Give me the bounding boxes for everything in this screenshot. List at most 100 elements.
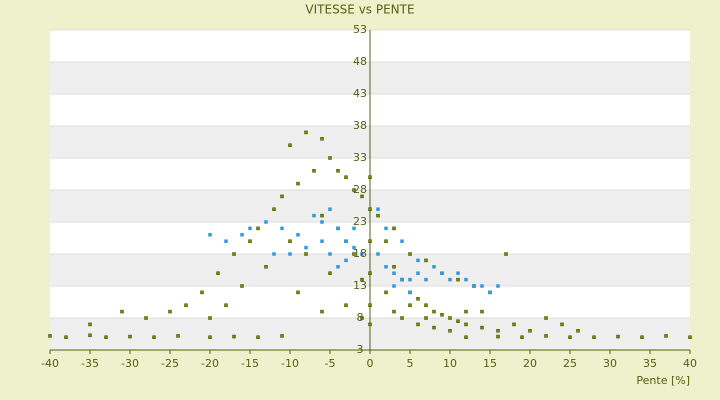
- point: [88, 333, 92, 338]
- point: [392, 309, 396, 314]
- point: [240, 284, 244, 288]
- point: [392, 271, 396, 275]
- point: [200, 290, 204, 295]
- point: [264, 220, 268, 224]
- point: [208, 316, 212, 320]
- point: [176, 334, 180, 338]
- point: [320, 213, 324, 218]
- chart-title: VITESSE vs PENTE: [305, 3, 414, 17]
- point: [368, 207, 372, 211]
- point: [240, 233, 244, 237]
- point: [576, 329, 580, 333]
- point: [496, 334, 500, 339]
- point: [480, 309, 484, 314]
- point: [288, 143, 292, 147]
- point: [480, 284, 484, 288]
- point: [616, 334, 620, 339]
- point: [304, 252, 308, 256]
- point: [384, 226, 388, 231]
- x-tick-label: 15: [483, 357, 497, 370]
- point: [216, 271, 220, 275]
- point: [320, 309, 324, 314]
- point: [352, 245, 356, 250]
- point: [432, 309, 436, 314]
- point: [560, 322, 564, 327]
- point: [296, 181, 300, 186]
- point: [568, 335, 572, 339]
- point: [504, 252, 508, 256]
- point: [152, 335, 156, 339]
- point: [344, 258, 348, 263]
- point: [400, 316, 404, 320]
- point: [224, 239, 228, 243]
- point: [432, 325, 436, 330]
- point: [120, 309, 124, 314]
- point: [664, 334, 668, 338]
- point: [488, 290, 492, 295]
- x-tick-label: -5: [325, 357, 336, 370]
- point: [296, 290, 300, 295]
- point: [336, 265, 340, 269]
- point: [232, 334, 236, 339]
- point: [448, 316, 452, 320]
- x-tick-label: -15: [241, 357, 259, 370]
- x-tick-label: -35: [81, 357, 99, 370]
- point: [448, 329, 452, 333]
- point: [288, 239, 292, 243]
- point: [360, 194, 364, 199]
- point: [264, 265, 268, 269]
- x-tick-label: 40: [683, 357, 697, 370]
- point: [376, 252, 380, 256]
- x-tick-label: -40: [41, 357, 59, 370]
- point: [208, 233, 212, 237]
- point: [320, 239, 324, 243]
- point: [336, 226, 340, 231]
- x-tick-label: 20: [523, 357, 537, 370]
- point: [368, 303, 372, 307]
- x-tick-label: -20: [201, 357, 219, 370]
- point: [248, 226, 252, 231]
- point: [344, 303, 348, 307]
- point: [328, 156, 332, 160]
- point: [496, 329, 500, 333]
- point: [400, 277, 404, 282]
- point: [344, 175, 348, 179]
- point: [416, 258, 420, 263]
- point: [384, 290, 388, 295]
- point: [424, 316, 428, 320]
- x-tick-label: 5: [407, 357, 414, 370]
- point: [456, 271, 460, 275]
- point: [424, 277, 428, 282]
- point: [416, 322, 420, 327]
- point: [352, 188, 356, 192]
- y-tick-label: 18: [353, 247, 367, 260]
- point: [248, 239, 252, 243]
- y-tick-label: 43: [353, 87, 367, 100]
- point: [376, 207, 380, 211]
- point: [392, 226, 396, 231]
- point: [272, 207, 276, 211]
- point: [288, 252, 292, 256]
- x-tick-label: 10: [443, 357, 457, 370]
- point: [304, 245, 308, 250]
- point: [368, 239, 372, 243]
- point: [312, 213, 316, 218]
- point: [544, 316, 548, 320]
- point: [328, 271, 332, 275]
- point: [424, 258, 428, 263]
- point: [592, 335, 596, 339]
- point: [472, 284, 476, 288]
- y-tick-label: 38: [353, 119, 367, 132]
- point: [280, 226, 284, 231]
- point: [232, 252, 236, 256]
- x-tick-label: 30: [603, 357, 617, 370]
- point: [496, 284, 500, 288]
- point: [456, 277, 460, 282]
- x-tick-label: 25: [563, 357, 577, 370]
- point: [48, 334, 52, 338]
- point: [328, 252, 332, 256]
- point: [360, 316, 364, 320]
- point: [408, 303, 412, 307]
- point: [448, 277, 452, 282]
- point: [464, 277, 468, 282]
